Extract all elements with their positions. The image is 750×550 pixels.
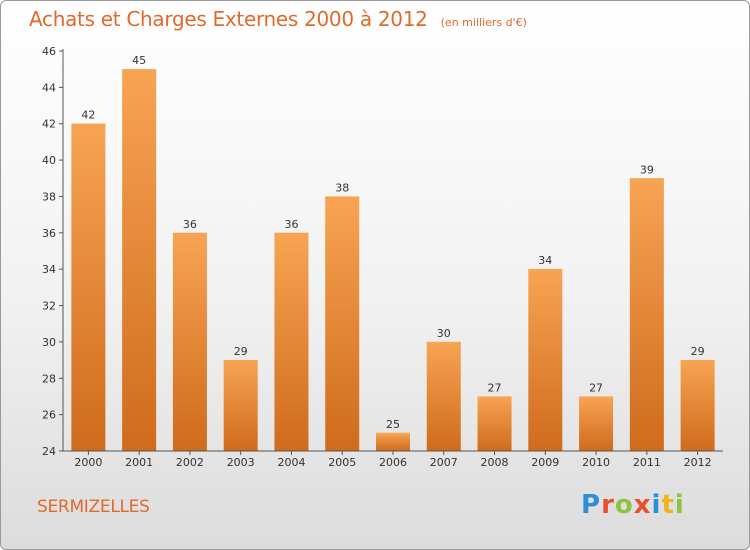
- y-tick-label: 42: [42, 118, 56, 131]
- bar-top-edge: [629, 178, 664, 181]
- x-tick-label: 2006: [379, 456, 407, 469]
- x-tick-label: 2004: [277, 456, 305, 469]
- bar-value-label: 30: [437, 327, 451, 340]
- y-tick-label: 24: [42, 445, 56, 458]
- bar-top-edge: [579, 396, 614, 399]
- chart-unit: (en milliers d'€): [440, 16, 527, 29]
- y-tick-label: 26: [42, 409, 56, 422]
- proxiti-logo: Proxiti: [581, 490, 685, 520]
- bar-top-edge: [426, 341, 461, 344]
- bar: [528, 269, 563, 451]
- y-tick-label: 30: [42, 336, 56, 349]
- bar-top-edge: [172, 232, 207, 235]
- x-tick-label: 2011: [633, 456, 661, 469]
- bar: [477, 396, 512, 451]
- y-tick-label: 46: [42, 45, 56, 58]
- x-tick-label: 2007: [430, 456, 458, 469]
- bar: [376, 432, 410, 451]
- x-tick-label: 2005: [328, 456, 356, 469]
- bar-value-label: 25: [386, 418, 400, 431]
- logo-letter: t: [661, 490, 675, 520]
- x-tick-label: 2002: [176, 456, 204, 469]
- x-tick-label: 2000: [74, 456, 102, 469]
- x-tick-label: 2001: [125, 456, 153, 469]
- bar: [629, 178, 664, 452]
- y-tick-label: 36: [42, 227, 56, 240]
- bar: [223, 360, 258, 451]
- bar-value-label: 38: [335, 181, 349, 194]
- bar: [172, 232, 207, 451]
- bar-top-edge: [122, 69, 157, 72]
- bar-value-label: 29: [691, 345, 705, 358]
- bar-value-label: 29: [234, 345, 248, 358]
- bar-top-edge: [477, 396, 512, 399]
- bar: [122, 69, 157, 451]
- bar-value-label: 39: [640, 163, 654, 176]
- logo-letter: i: [674, 490, 685, 520]
- bar-top-edge: [223, 360, 258, 363]
- x-tick-label: 2012: [684, 456, 712, 469]
- bar-top-edge: [528, 269, 563, 272]
- x-tick-label: 2009: [531, 456, 559, 469]
- bar-value-label: 42: [81, 109, 95, 122]
- bar: [426, 341, 461, 451]
- bar-top-edge: [680, 360, 715, 363]
- y-tick-label: 38: [42, 190, 56, 203]
- y-tick-label: 28: [42, 372, 56, 385]
- bar: [680, 360, 715, 451]
- bar-value-label: 34: [538, 254, 552, 267]
- logo-letter: r: [601, 490, 615, 520]
- bar-value-label: 45: [132, 54, 146, 67]
- bar: [579, 396, 614, 451]
- y-tick-label: 44: [42, 81, 56, 94]
- bar-value-label: 27: [589, 381, 603, 394]
- logo-letter: i: [651, 490, 662, 520]
- bar: [274, 232, 309, 451]
- x-tick-label: 2010: [582, 456, 610, 469]
- logo-letter: x: [633, 490, 652, 520]
- bar-value-label: 36: [284, 218, 298, 231]
- bar: [71, 123, 106, 452]
- bar-top-edge: [274, 232, 309, 235]
- y-tick-label: 34: [42, 263, 56, 276]
- x-axis: 2000 2001 2002 2003 2004 2005 2006 2007 2008 2009…: [63, 450, 723, 469]
- y-axis: 24 26 28 30 32 34 36 38 40 42 44 46: [42, 45, 64, 458]
- place-name: SERMIZELLES: [37, 497, 150, 517]
- x-tick-label: 2003: [227, 456, 255, 469]
- bar-top-edge: [376, 432, 410, 435]
- bar-value-label: 27: [488, 381, 502, 394]
- logo-letter: P: [581, 490, 602, 520]
- chart-title: Achats et Charges Externes 2000 à 2012 (…: [29, 7, 527, 31]
- bar-top-edge: [325, 196, 360, 199]
- bars: 42 45 36 29 36 38 25 30 27 34 27 39 29: [71, 54, 715, 452]
- bar: [325, 196, 360, 451]
- logo-letter: o: [614, 490, 634, 520]
- y-tick-label: 40: [42, 154, 56, 167]
- chart-title-text: Achats et Charges Externes 2000 à 2012: [29, 7, 428, 31]
- bar-top-edge: [71, 123, 106, 126]
- y-tick-label: 32: [42, 300, 56, 313]
- bar-value-label: 36: [183, 218, 197, 231]
- x-tick-label: 2008: [481, 456, 509, 469]
